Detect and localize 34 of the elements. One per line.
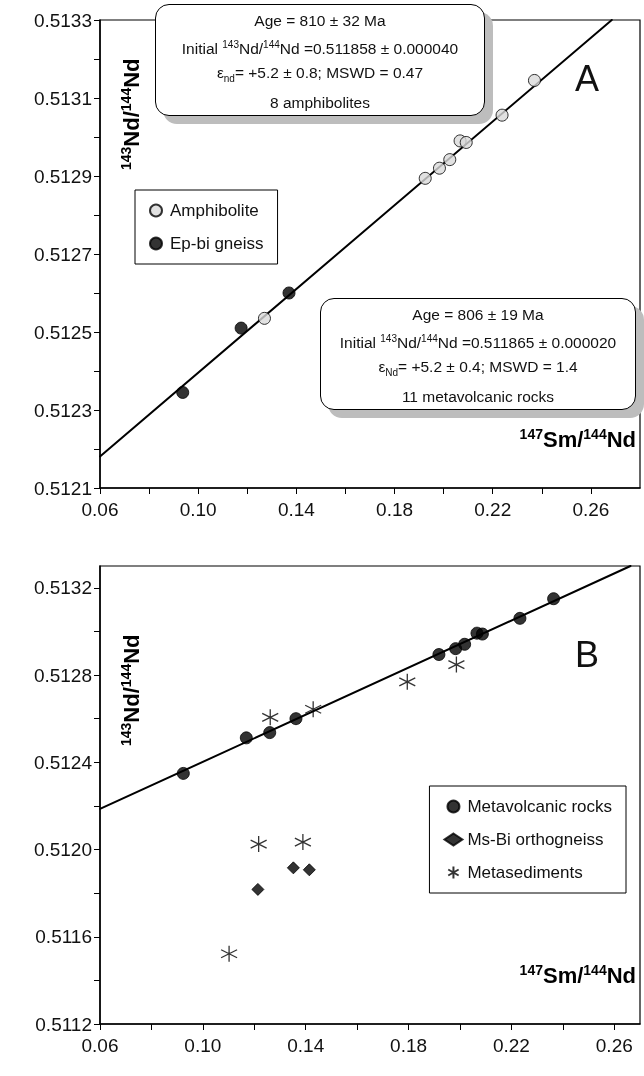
text: A bbox=[574, 57, 599, 99]
y-tick-label: 0.5120 bbox=[33, 839, 92, 861]
x-axis-title: $^{147}$Sm/$^{144}$Nd bbox=[519, 962, 636, 990]
y-tick-label: 0.5131 bbox=[33, 87, 92, 109]
x-tick-label: 0.14 bbox=[277, 499, 316, 520]
y-tick-label: 0.5127 bbox=[33, 243, 92, 265]
x-tick-label: 0.18 bbox=[390, 1035, 428, 1056]
x-tick-label: 0.06 bbox=[81, 499, 119, 520]
x-tick-label: 0.26 bbox=[595, 1035, 633, 1056]
x-tick-label: 0.22 bbox=[474, 499, 512, 520]
x-tick-label: 0.14 bbox=[287, 1035, 325, 1056]
y-tick-label: 0.5121 bbox=[33, 477, 92, 499]
x-tick-label: 0.18 bbox=[376, 499, 414, 520]
y-tick-label: 0.5116 bbox=[35, 926, 92, 948]
x-tick-label: 0.22 bbox=[492, 1035, 530, 1056]
y-tick-label: 0.5112 bbox=[35, 1013, 92, 1035]
y-tick-label: 0.5124 bbox=[33, 751, 93, 773]
x-axis-title: $^{147}$Sm/$^{144}$Nd bbox=[519, 426, 636, 454]
x-tick-label: 0.06 bbox=[81, 1035, 119, 1056]
y-tick-label: 0.5132 bbox=[33, 577, 92, 599]
legend-label: Metasediments bbox=[467, 863, 583, 882]
x-tick-label: 0.10 bbox=[184, 1035, 222, 1056]
y-tick-label: 0.5133 bbox=[33, 9, 92, 31]
legend-label: Ep-bi gneiss bbox=[170, 234, 264, 253]
text: B bbox=[574, 633, 599, 675]
y-tick-label: 0.5128 bbox=[33, 664, 92, 686]
y-tick-label: 0.5125 bbox=[33, 321, 92, 343]
x-tick-label: 0.26 bbox=[572, 499, 610, 520]
x-tick-label: 0.10 bbox=[179, 499, 217, 520]
legend-label: Ms-Bi orthogneiss bbox=[467, 830, 604, 849]
y-tick-label: 0.5123 bbox=[33, 399, 92, 421]
legend-label: Amphibolite bbox=[170, 201, 259, 220]
legend-label: Metavolcanic rocks bbox=[467, 797, 613, 816]
y-tick-label: 0.5129 bbox=[33, 165, 92, 187]
